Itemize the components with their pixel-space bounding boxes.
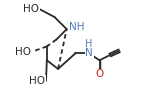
Text: O: O — [95, 69, 104, 79]
Text: HO: HO — [23, 4, 39, 14]
Text: H: H — [85, 39, 93, 49]
Text: HO: HO — [15, 47, 31, 57]
Text: HO: HO — [29, 76, 45, 86]
Text: N: N — [85, 48, 93, 58]
Text: NH: NH — [69, 22, 85, 32]
